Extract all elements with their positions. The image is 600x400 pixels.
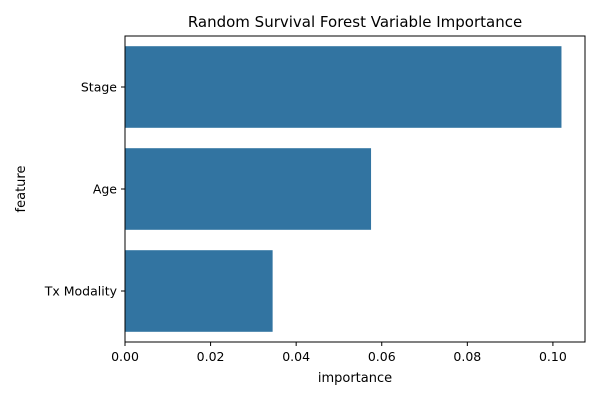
x-tick-label: 0.06 [368,349,396,364]
x-tick-label: 0.02 [197,349,225,364]
y-tick-label: Age [93,182,117,197]
x-axis-label: importance [318,371,392,386]
x-tick-label: 0.08 [453,349,481,364]
bars-group [125,46,562,332]
x-tick-label: 0.00 [111,349,139,364]
y-tick-label: Tx Modality [44,284,118,299]
y-tick-label: Stage [81,80,117,95]
plot-frame [124,35,586,343]
chart-title: Random Survival Forest Variable Importan… [188,13,522,31]
y-axis-label: feature [14,166,29,213]
y-ticks-group: Stage Age Tx Modality [44,80,125,299]
bar-tx-modality [125,250,273,332]
bar-age [125,148,372,230]
x-tick-label: 0.10 [539,349,567,364]
bar-stage [125,46,562,128]
x-ticks-group: 0.00 0.02 0.04 0.06 0.08 0.10 [111,342,567,364]
x-tick-label: 0.04 [282,349,310,364]
